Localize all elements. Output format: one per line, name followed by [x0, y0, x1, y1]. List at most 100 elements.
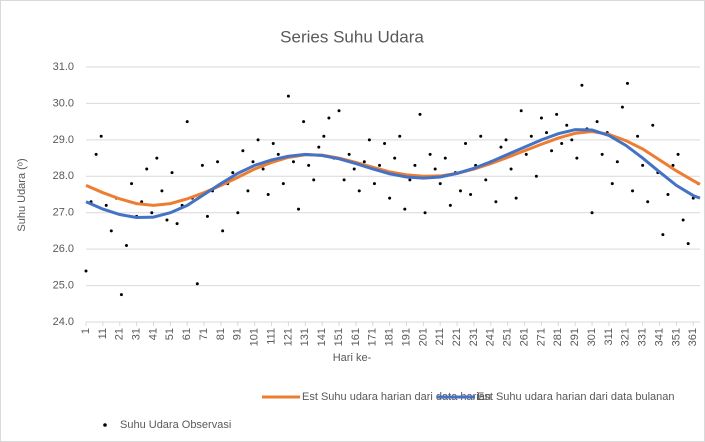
scatter-point: [443, 156, 447, 160]
scatter-point: [575, 156, 579, 160]
x-tick-label: 131: [299, 328, 311, 346]
x-tick-label: 311: [603, 328, 615, 346]
scatter-point: [433, 167, 437, 171]
scatter-point: [671, 163, 675, 167]
scatter-point: [342, 178, 346, 182]
scatter-point: [236, 211, 240, 215]
scatter-point: [357, 189, 361, 193]
scatter-point: [504, 138, 508, 142]
legend-marker: [103, 423, 107, 427]
x-tick-label: 351: [670, 328, 682, 346]
scatter-point: [378, 163, 382, 167]
scatter-point: [256, 138, 260, 142]
scatter-point: [104, 203, 108, 207]
scatter-point: [388, 196, 392, 200]
scatter-point: [509, 167, 513, 171]
scatter-point: [221, 229, 225, 233]
x-tick-label: 41: [147, 328, 159, 340]
scatter-point: [124, 244, 128, 247]
scatter-point: [499, 145, 503, 149]
scatter-point: [94, 152, 98, 156]
scatter-point: [84, 269, 88, 273]
scatter-point: [494, 200, 498, 204]
scatter-point: [464, 142, 468, 145]
scatter-point: [337, 109, 341, 113]
scatter-point: [297, 207, 301, 211]
legend-label: Est Suhu udara harian dari data bulanan: [477, 391, 675, 403]
scatter-point: [646, 200, 650, 204]
scatter-point: [271, 142, 275, 145]
x-tick-label: 141: [316, 328, 328, 346]
scatter-point: [403, 207, 407, 211]
scatter-point: [347, 152, 351, 156]
scatter-point: [185, 120, 189, 124]
scatter-point: [545, 131, 548, 135]
scatter-point: [686, 242, 690, 246]
scatter-point: [590, 211, 594, 215]
x-tick-label: 221: [451, 328, 463, 346]
scatter-point: [276, 152, 280, 156]
scatter-point: [448, 203, 452, 207]
scatter-point: [155, 156, 159, 160]
y-tick-label: 25.0: [53, 279, 74, 291]
x-tick-label: 151: [333, 328, 345, 346]
scatter-point: [322, 134, 326, 138]
scatter-point: [484, 178, 488, 182]
scatter-point: [150, 211, 154, 215]
x-tick-label: 251: [502, 328, 514, 346]
scatter-point: [302, 120, 306, 124]
x-tick-label: 211: [434, 328, 446, 346]
scatter-point: [620, 105, 624, 109]
scatter-point: [479, 134, 483, 138]
chart-title: Series Suhu Udara: [280, 27, 424, 46]
y-tick-label: 24.0: [53, 316, 74, 328]
scatter-point: [372, 182, 376, 186]
scatter-point: [175, 222, 179, 226]
x-tick-label: 341: [653, 328, 665, 346]
x-tick-label: 171: [367, 328, 379, 346]
x-tick-label: 191: [400, 328, 412, 346]
scatter-point: [145, 167, 149, 171]
scatter-point: [307, 163, 311, 167]
x-tick-label: 321: [620, 328, 632, 346]
scatter-point: [312, 178, 316, 182]
x-tick-label: 81: [215, 328, 227, 340]
scatter-point: [140, 200, 144, 204]
scatter-point: [393, 156, 397, 160]
x-tick-label: 261: [518, 328, 530, 346]
legend-label: Est Suhu udara harian dari data harian: [302, 391, 491, 403]
scatter-point: [231, 171, 235, 175]
y-tick-label: 31.0: [53, 61, 74, 73]
scatter-point: [681, 218, 685, 222]
scatter-point: [519, 109, 523, 113]
scatter-point: [327, 116, 331, 120]
scatter-point: [651, 123, 655, 127]
y-tick-label: 28.0: [53, 170, 74, 182]
scatter-point: [216, 160, 220, 164]
scatter-point: [550, 149, 554, 153]
scatter-point: [529, 134, 533, 138]
scatter-point: [408, 178, 412, 182]
scatter-point: [423, 211, 427, 215]
x-tick-label: 21: [114, 328, 126, 340]
x-tick-label: 331: [637, 328, 649, 346]
x-tick-label: 121: [282, 328, 294, 346]
scatter-point: [636, 134, 640, 138]
scatter-point: [428, 152, 432, 156]
x-tick-label: 201: [417, 328, 429, 346]
x-tick-label: 71: [198, 328, 210, 340]
scatter-point: [261, 167, 265, 171]
y-tick-label: 29.0: [53, 134, 74, 146]
x-tick-label: 111: [265, 328, 277, 345]
scatter-point: [281, 182, 285, 186]
scatter-point: [99, 134, 103, 138]
scatter-point: [286, 94, 290, 98]
scatter-point: [317, 145, 321, 149]
scatter-point: [109, 229, 113, 233]
x-tick-label: 91: [232, 328, 244, 340]
scatter-point: [580, 83, 584, 87]
scatter-point: [560, 142, 564, 145]
scatter-point: [565, 123, 569, 127]
